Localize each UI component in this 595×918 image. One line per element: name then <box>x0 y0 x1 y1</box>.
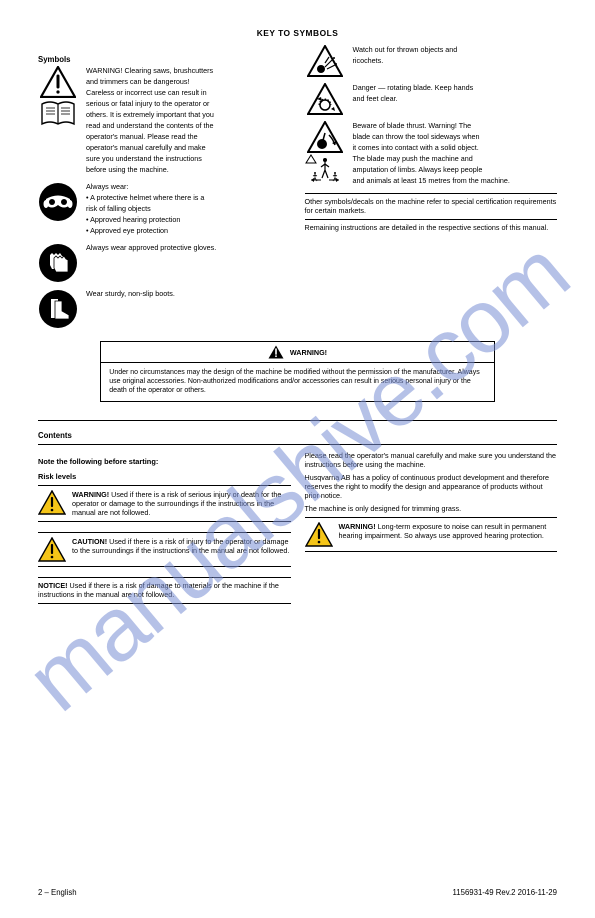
divider <box>38 420 557 421</box>
blade-thrust-icon <box>307 121 343 153</box>
boxed-warning-header: WARNING! <box>101 342 493 363</box>
footer-left: 2 – English <box>38 888 77 898</box>
contents-section: Contents Note the following before start… <box>38 420 557 606</box>
contents-heading: Contents <box>38 431 557 441</box>
right-column-top: Watch out for thrown objects and ricoche… <box>305 45 558 336</box>
icon-row: Wear sturdy, non-slip boots. <box>38 289 291 329</box>
divider <box>305 193 558 194</box>
contents-warning-label: WARNING! <box>339 522 376 531</box>
note-text: Remaining instructions are detailed in t… <box>305 223 558 232</box>
divider <box>305 517 558 518</box>
divider <box>38 521 291 522</box>
distance-15m-icon <box>305 154 345 184</box>
boxed-warning: WARNING! Under no circumstances may the … <box>100 341 494 402</box>
boxed-warning-body: Under no circumstances may the design of… <box>101 363 493 401</box>
boots-icon <box>38 289 78 329</box>
contents-warning-block: WARNING! Long-term exposure to noise can… <box>305 522 558 547</box>
boxed-warning-label: WARNING! <box>290 348 327 357</box>
divider <box>38 603 291 604</box>
risk-caution-label: CAUTION! <box>72 537 107 546</box>
divider <box>38 444 557 445</box>
divider <box>38 577 291 578</box>
before-starting-heading: Note the following before starting: <box>38 457 291 466</box>
icon-text: Always wear approved protective gloves. <box>86 243 291 254</box>
lower-left-column: Note the following before starting: Risk… <box>38 451 291 607</box>
risk-warning-label: WARNING! <box>72 490 109 499</box>
icon-row: WARNING! Clearing saws, brushcutters and… <box>38 66 291 176</box>
warning-triangle-icon <box>40 66 76 98</box>
left-column: Symbols <box>38 45 291 336</box>
divider <box>38 532 291 533</box>
icon-text: Wear sturdy, non-slip boots. <box>86 289 291 300</box>
risk-warning-block: WARNING! Used if there is a risk of seri… <box>38 490 291 517</box>
contents-para: Please read the operator's manual carefu… <box>305 451 558 469</box>
icon-row: Watch out for thrown objects and ricoche… <box>305 45 558 77</box>
icon-row: Always wear approved protective gloves. <box>38 243 291 283</box>
gloves-icon <box>38 243 78 283</box>
upper-columns: Symbols <box>38 45 557 336</box>
lower-right-column: Please read the operator's manual carefu… <box>305 451 558 607</box>
manual-icon <box>40 100 76 128</box>
warning-triangle-small-icon <box>268 345 284 359</box>
divider <box>38 485 291 486</box>
icon-row: Danger — rotating blade. Keep hands and … <box>305 83 558 115</box>
divider <box>305 551 558 552</box>
icon-row: Always wear: • A protective helmet where… <box>38 182 291 237</box>
warning-triangle-yellow-icon <box>38 490 66 515</box>
risk-heading: Risk levels <box>38 472 291 481</box>
contents-para: The machine is only designed for trimmin… <box>305 504 558 513</box>
risk-notice: NOTICE! Used if there is a risk of damag… <box>38 581 291 599</box>
page-title: KEY TO SYMBOLS <box>38 28 557 39</box>
page-footer: 2 – English 1156931-49 Rev.2 2016-11-29 <box>38 888 557 898</box>
rotating-blade-icon <box>307 83 343 115</box>
risk-caution-block: CAUTION! Used if there is a risk of inju… <box>38 537 291 562</box>
divider <box>305 219 558 220</box>
footer-right: 1156931-49 Rev.2 2016-11-29 <box>453 888 557 898</box>
icon-row: Beware of blade thrust. Warning! The bla… <box>305 121 558 187</box>
symbols-heading: Symbols <box>38 55 291 65</box>
warning-triangle-yellow-icon <box>305 522 333 547</box>
caution-triangle-yellow-icon <box>38 537 66 562</box>
icon-text: WARNING! Clearing saws, brushcutters and… <box>86 66 291 176</box>
thrown-objects-icon <box>307 45 343 77</box>
contents-para: Husqvarna AB has a policy of continuous … <box>305 473 558 500</box>
icon-text: Always wear: • A protective helmet where… <box>86 182 291 237</box>
note-text: Other symbols/decals on the machine refe… <box>305 197 558 215</box>
goggles-ear-icon <box>38 182 78 222</box>
divider <box>38 566 291 567</box>
